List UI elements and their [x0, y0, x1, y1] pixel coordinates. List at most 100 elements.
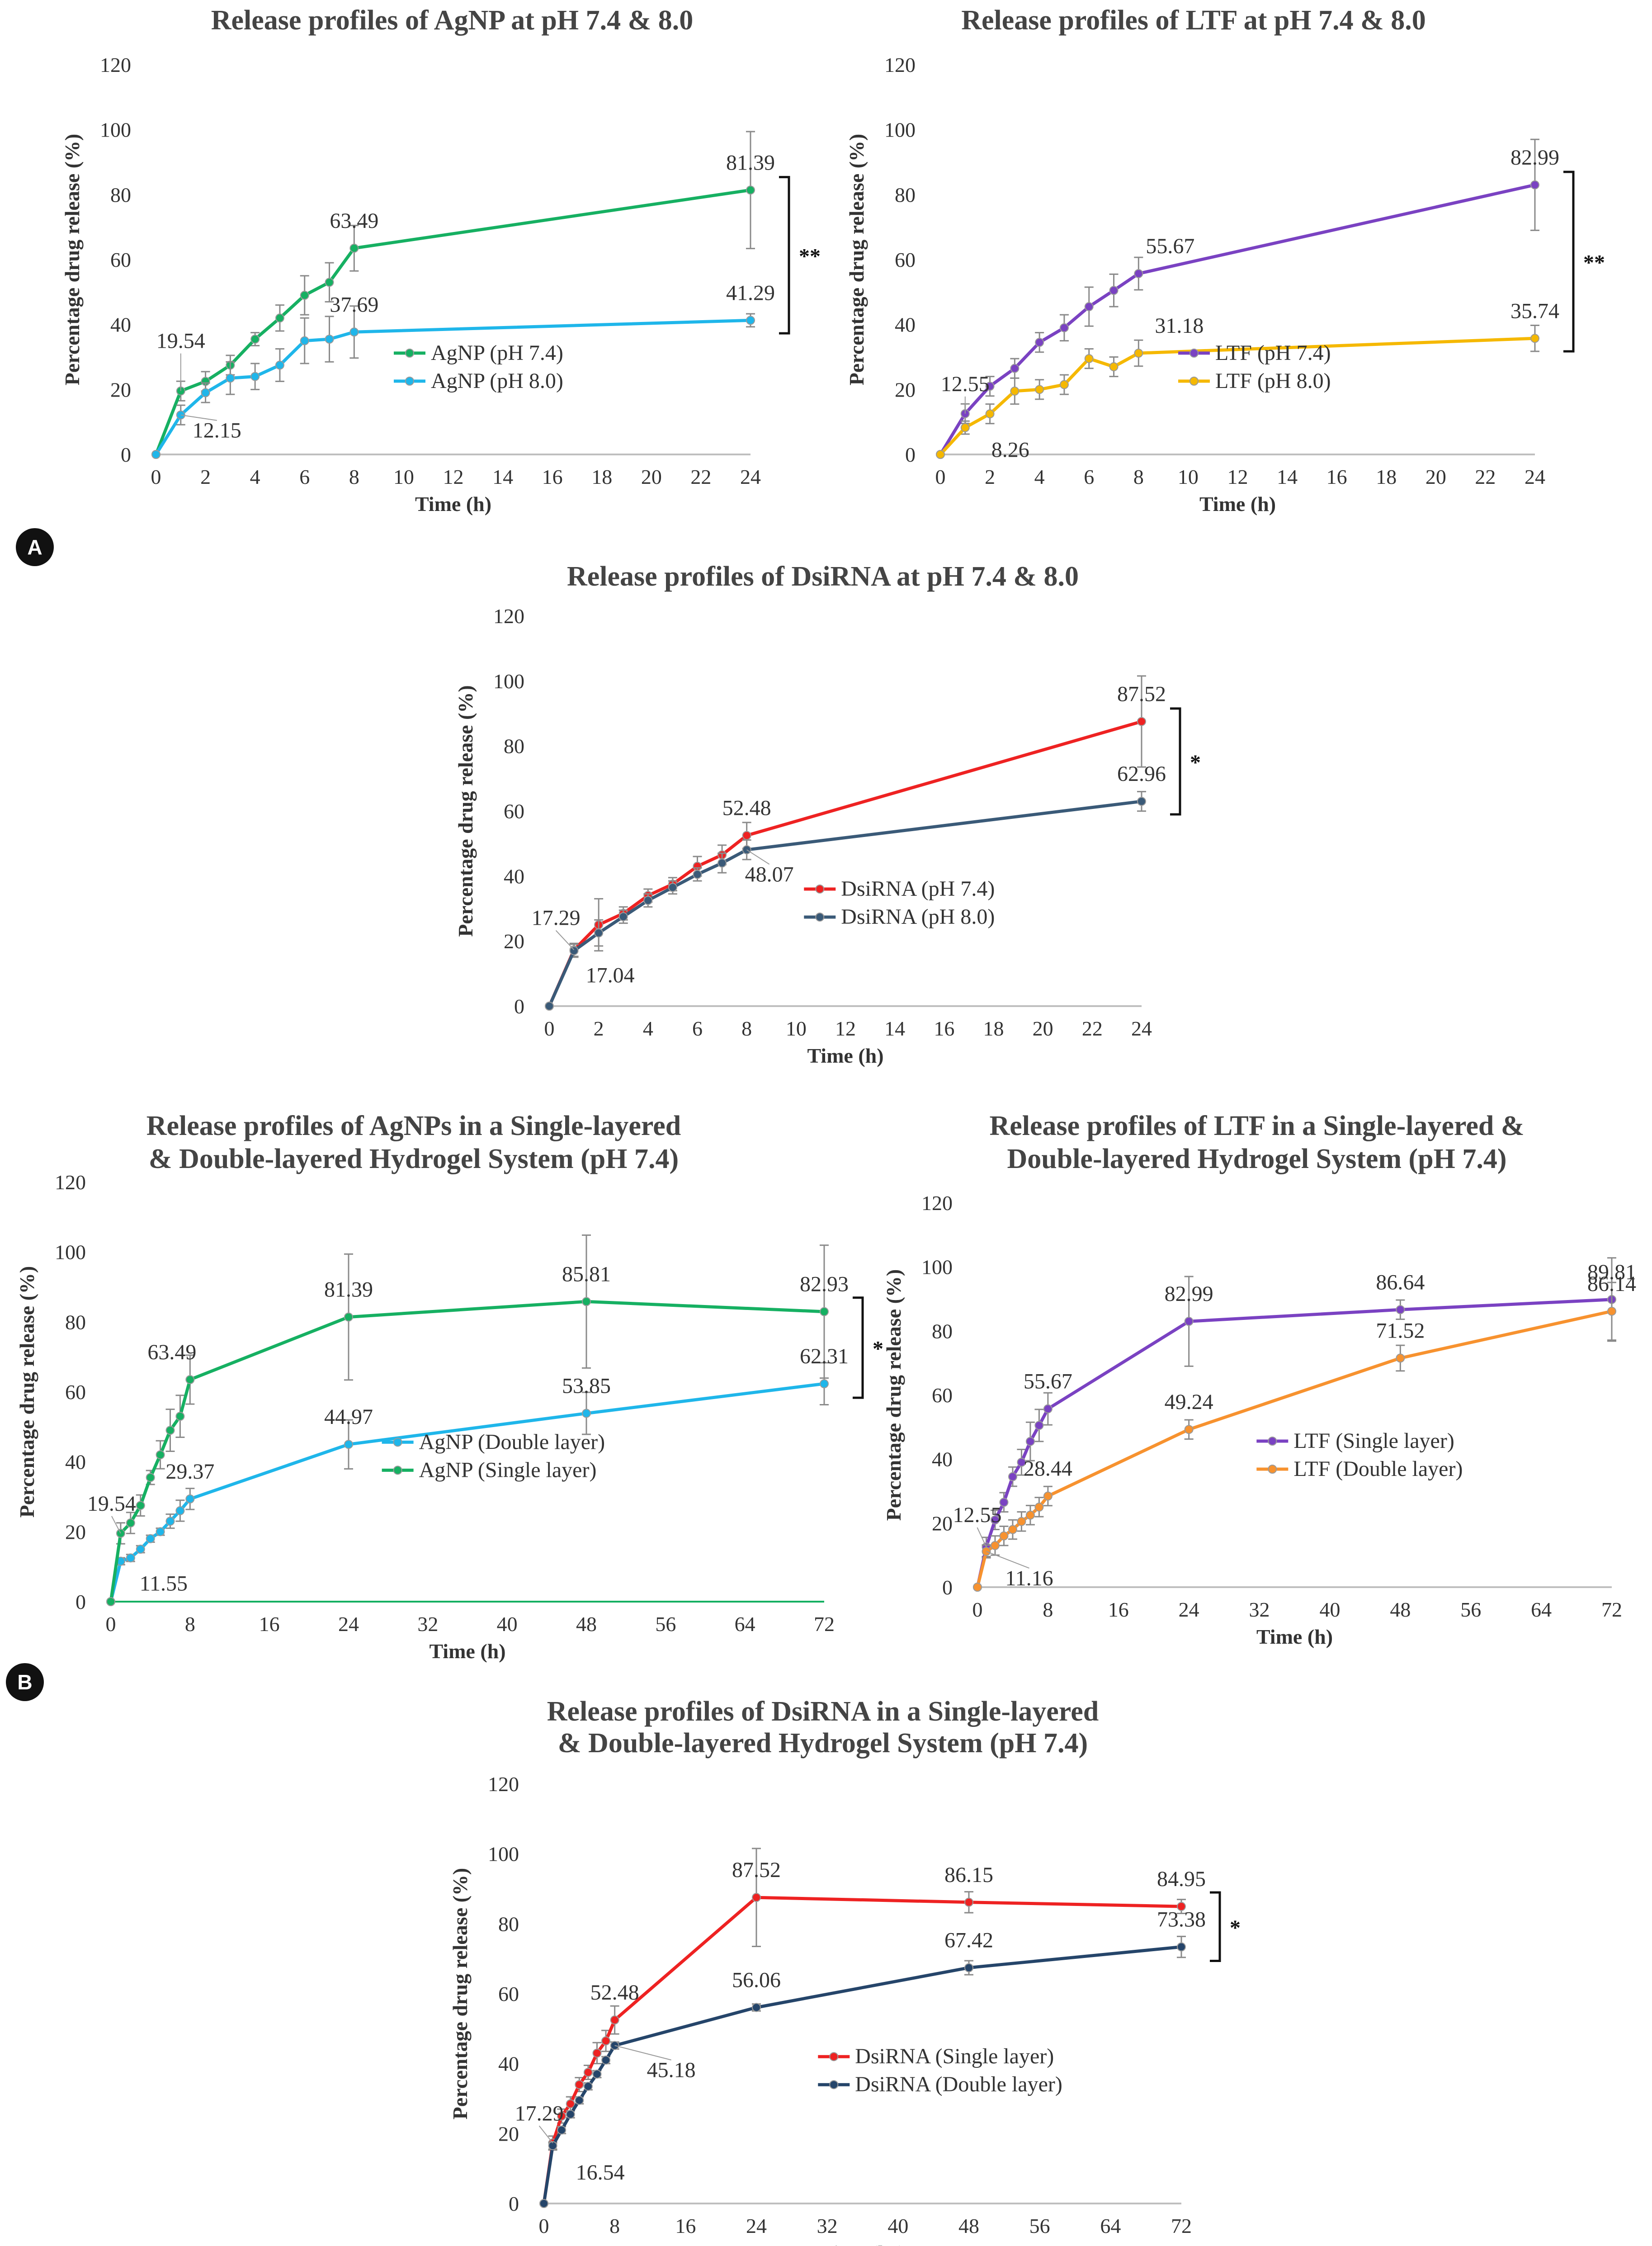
panel-badge-b: B — [6, 1663, 44, 1701]
chart-ltf-layer: Release profiles of LTF in a Single-laye… — [882, 1111, 1636, 1648]
data-point — [618, 912, 628, 922]
data-point — [1084, 302, 1094, 312]
data-point — [973, 1583, 982, 1592]
data-point — [325, 278, 334, 287]
legend-marker — [1189, 348, 1199, 358]
x-tick-label: 24 — [1131, 1017, 1152, 1040]
significance-bracket — [853, 1296, 864, 1399]
data-point — [1137, 717, 1146, 726]
y-tick-label: 80 — [932, 1319, 953, 1343]
data-label: 86.14 — [1587, 1272, 1636, 1296]
y-tick-label: 120 — [921, 1192, 953, 1215]
chart-dsirna-ph: Release profiles of DsiRNA at pH 7.4 & 8… — [454, 561, 1201, 1067]
chart-title: Release profiles of LTF in a Single-laye… — [989, 1111, 1524, 1141]
data-point — [999, 1498, 1009, 1507]
x-tick-label: 32 — [417, 1612, 438, 1636]
data-point — [575, 2095, 584, 2105]
x-tick-label: 40 — [887, 2214, 908, 2237]
data-point — [548, 2141, 557, 2151]
data-point — [344, 1312, 353, 1322]
series-line-1 — [939, 183, 1535, 455]
series-line-2 — [939, 336, 1535, 456]
data-point — [1035, 338, 1044, 347]
x-tick-label: 48 — [576, 1612, 597, 1636]
y-tick-label: 80 — [504, 735, 524, 758]
data-point — [1025, 1510, 1035, 1520]
data-point — [1043, 1404, 1053, 1414]
x-tick-label: 56 — [1460, 1598, 1481, 1621]
x-tick-label: 64 — [1531, 1598, 1552, 1621]
x-tick-label: 12 — [835, 1017, 856, 1040]
y-tick-label: 0 — [121, 443, 131, 466]
data-point — [752, 2003, 761, 2012]
data-label: 73.38 — [1157, 1908, 1206, 1932]
data-point — [990, 1515, 1000, 1525]
x-tick-label: 16 — [259, 1612, 280, 1636]
data-point — [1177, 1942, 1186, 1952]
data-point — [1017, 1457, 1026, 1467]
data-label: 17.04 — [586, 963, 635, 987]
y-tick-label: 60 — [110, 248, 131, 271]
data-point — [1084, 354, 1094, 364]
legend-marker — [1268, 1465, 1277, 1474]
x-tick-label: 0 — [539, 2214, 549, 2237]
data-label: 19.54 — [156, 329, 205, 353]
data-point — [643, 896, 653, 905]
x-axis-title: Time (h) — [429, 1640, 505, 1663]
data-point — [201, 388, 210, 397]
y-tick-label: 100 — [100, 118, 131, 142]
y-tick-label: 80 — [65, 1310, 86, 1333]
data-point — [175, 1506, 185, 1515]
chart-title: Release profiles of DsiRNA in a Single-l… — [547, 1696, 1099, 1727]
x-tick-label: 8 — [741, 1017, 752, 1040]
y-tick-label: 60 — [65, 1381, 86, 1404]
x-tick-label: 24 — [1525, 465, 1545, 488]
x-axis-title: Time (h) — [807, 1044, 883, 1067]
y-axis-title: Percentage drug release (%) — [882, 1269, 905, 1521]
data-label: 29.37 — [165, 1460, 214, 1484]
x-tick-label: 18 — [1376, 465, 1397, 488]
data-point — [300, 291, 309, 300]
legend-marker — [815, 884, 825, 894]
y-tick-label: 100 — [493, 670, 524, 693]
data-point — [1177, 1902, 1186, 1911]
legend-marker — [829, 2080, 839, 2090]
x-tick-label: 16 — [1326, 465, 1347, 488]
legend-label: LTF (Single layer) — [1293, 1429, 1454, 1453]
data-label: 71.52 — [1376, 1319, 1425, 1343]
data-point — [964, 1897, 973, 1907]
x-tick-label: 12 — [443, 465, 464, 488]
data-point — [583, 2081, 593, 2091]
data-label: 28.44 — [1024, 1457, 1072, 1481]
x-tick-label: 10 — [1178, 465, 1199, 488]
data-label: 85.81 — [562, 1262, 611, 1286]
data-point — [1134, 269, 1143, 279]
data-label: 45.18 — [647, 2058, 696, 2082]
y-axis-title: Percentage drug release (%) — [448, 1868, 472, 2120]
chart-title: Release profiles of DsiRNA at pH 7.4 & 8… — [567, 561, 1079, 592]
y-tick-label: 120 — [493, 605, 524, 628]
data-label: 63.49 — [147, 1340, 196, 1364]
data-point — [1137, 797, 1146, 806]
x-tick-label: 16 — [675, 2214, 696, 2237]
y-tick-label: 60 — [504, 800, 524, 823]
legend-label: LTF (Double layer) — [1293, 1457, 1463, 1481]
data-point — [1184, 1317, 1194, 1326]
data-point — [985, 409, 995, 419]
data-label: 31.18 — [1155, 314, 1204, 338]
y-tick-label: 80 — [110, 183, 131, 206]
data-point — [165, 1517, 175, 1526]
legend-marker — [815, 913, 825, 922]
y-tick-label: 40 — [895, 313, 916, 336]
y-tick-label: 40 — [932, 1448, 953, 1471]
x-tick-label: 2 — [985, 465, 995, 488]
legend-marker — [1268, 1437, 1277, 1446]
x-tick-label: 24 — [1179, 1598, 1199, 1621]
x-tick-label: 22 — [690, 465, 711, 488]
chart-title: Release profiles of AgNP at pH 7.4 & 8.0 — [211, 5, 694, 36]
data-point — [601, 2055, 611, 2065]
data-label: 81.39 — [324, 1278, 373, 1302]
data-point — [226, 374, 235, 383]
x-tick-label: 48 — [1390, 1598, 1411, 1621]
data-label: 16.54 — [576, 2161, 625, 2185]
